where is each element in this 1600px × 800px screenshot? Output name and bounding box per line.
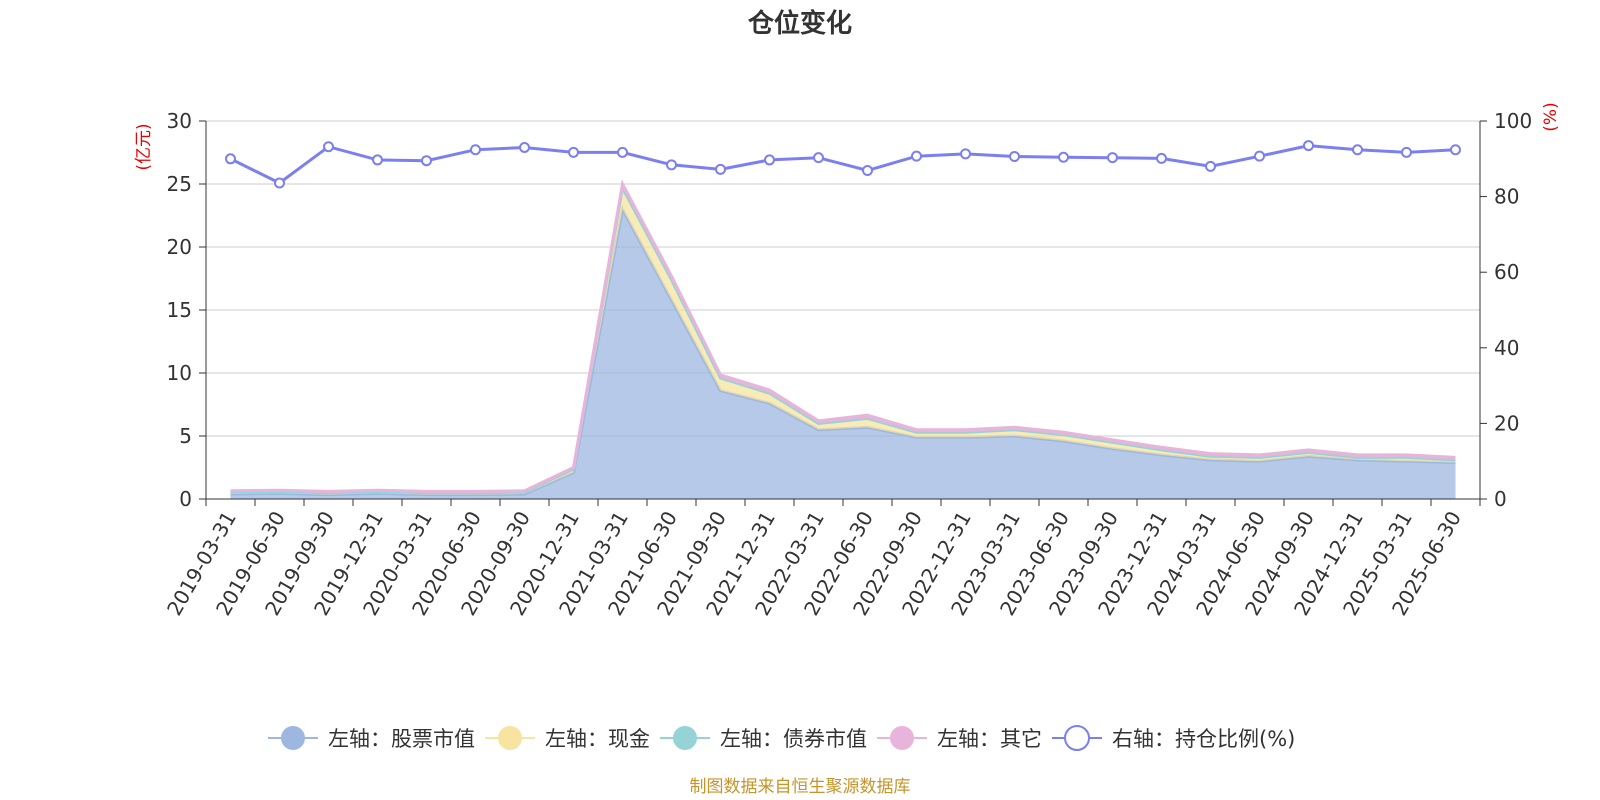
right-axis-tick-label: 20 (1494, 411, 1519, 435)
legend-marker (673, 726, 697, 750)
right-axis-tick-label: 0 (1494, 487, 1507, 511)
ratio-point (274, 177, 285, 189)
legend-label: 右轴：持仓比例(%) (1112, 727, 1295, 751)
legend-item: 右轴：持仓比例(%) (1052, 725, 1295, 751)
ratio-point (421, 155, 432, 167)
legend-item: 左轴：其它 (877, 726, 1042, 751)
ratio-point (225, 153, 236, 165)
ratio-line-path (229, 144, 1456, 185)
legend-label: 左轴：其它 (937, 727, 1042, 751)
ratio-point (911, 150, 922, 162)
legend-label: 左轴：股票市值 (328, 727, 475, 751)
axes: 0510152025300204060801002019-03-312019-0… (162, 109, 1532, 620)
ratio-point (470, 144, 481, 156)
chart-title: 仓位变化 (747, 8, 852, 39)
left-axis-tick-label: 5 (179, 424, 192, 448)
ratio-point (1058, 151, 1069, 163)
left-axis-tick-label: 0 (179, 487, 192, 511)
area-左轴：股票市值 (230, 209, 1456, 499)
grid-lines (206, 120, 1480, 437)
ratio-point (372, 154, 383, 166)
legend-label: 左轴：债券市值 (720, 727, 867, 751)
ratio-point (715, 163, 726, 175)
right-axis-tick-label: 80 (1494, 185, 1519, 209)
legend-label: 左轴：现金 (545, 727, 650, 751)
ratio-point (1254, 150, 1265, 162)
left-axis-tick-label: 30 (167, 109, 192, 133)
legend-marker (1064, 725, 1090, 751)
left-axis-tick-label: 10 (167, 361, 192, 385)
left-axis-tick-label: 25 (167, 172, 192, 196)
legend-item: 左轴：债券市值 (660, 726, 867, 751)
legend-item: 左轴：股票市值 (268, 726, 475, 751)
ratio-point (1205, 160, 1216, 172)
right-axis-unit: (%) (1541, 102, 1561, 131)
ratio-point (1107, 152, 1118, 164)
right-axis-tick-label: 60 (1494, 260, 1519, 284)
legend: 左轴：股票市值 左轴：现金 左轴：债券市值 左轴：其它 右轴：持仓比例(%) (268, 725, 1295, 751)
right-axis-tick-label: 40 (1494, 336, 1519, 360)
ratio-point (1352, 144, 1363, 156)
left-axis-tick-label: 20 (167, 235, 192, 259)
legend-marker (498, 726, 522, 750)
ratio-line (225, 140, 1461, 189)
legend-marker (890, 726, 914, 750)
ratio-point (1450, 144, 1461, 156)
legend-marker (281, 726, 305, 750)
ratio-point (862, 165, 873, 177)
legend-item: 左轴：现金 (485, 726, 650, 751)
right-axis-tick-label: 100 (1494, 109, 1532, 133)
ratio-point (813, 152, 824, 164)
ratio-point (1009, 151, 1020, 163)
ratio-point (960, 148, 971, 160)
ratio-point (519, 141, 530, 153)
left-axis-tick-label: 15 (167, 298, 192, 322)
ratio-point (1401, 146, 1412, 158)
ratio-point (666, 159, 677, 171)
ratio-point (568, 146, 579, 158)
ratio-point (323, 141, 334, 153)
area-edge-左轴：其它 (230, 179, 1456, 493)
left-axis-unit: (亿元) (134, 123, 154, 170)
ratio-point (764, 154, 775, 166)
ratio-point (1156, 152, 1167, 164)
ratio-point (617, 146, 628, 158)
stacked-areas (230, 179, 1456, 499)
ratio-point (1303, 140, 1314, 152)
data-source-note: 制图数据来自恒生聚源数据库 (690, 777, 911, 797)
